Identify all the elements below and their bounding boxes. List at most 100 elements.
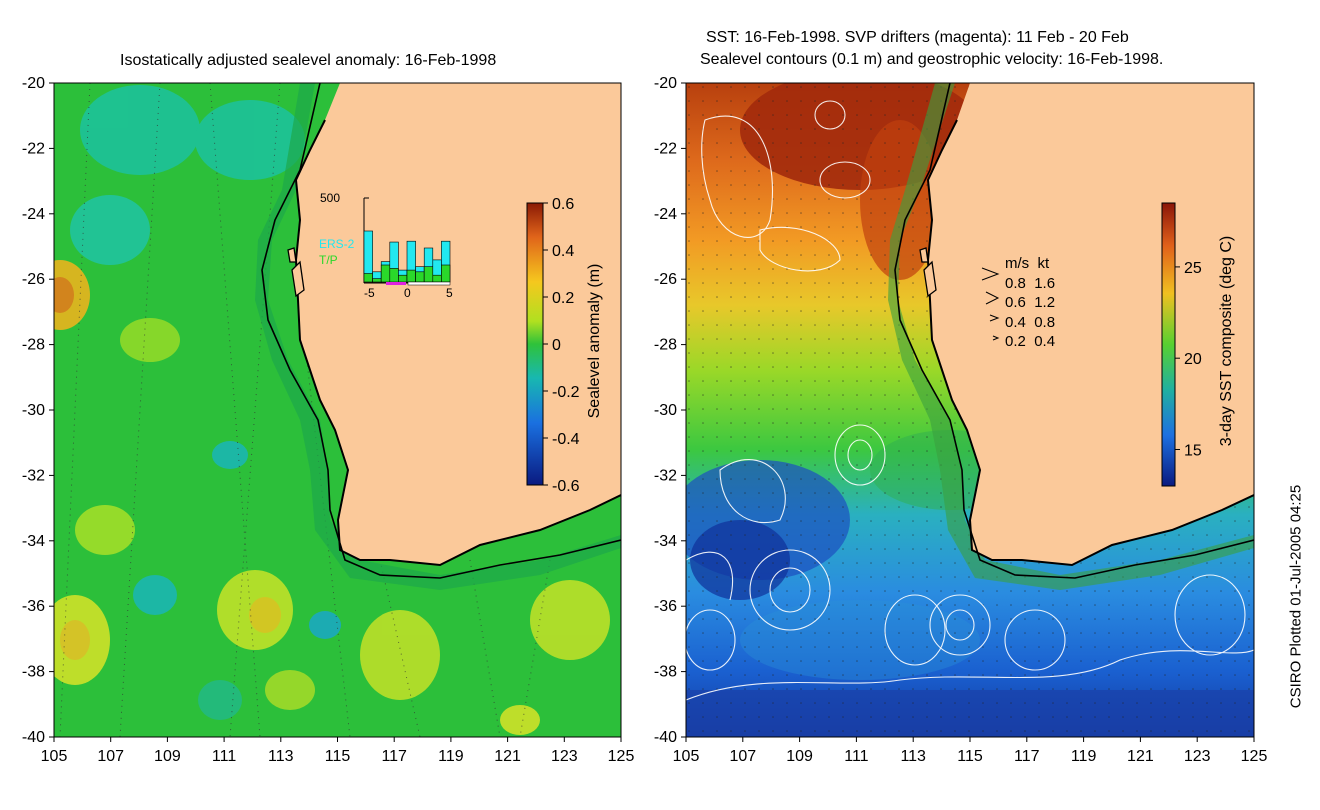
inset-histogram (363, 197, 451, 286)
left-y-tick-label: -28 (22, 337, 45, 354)
left-y-tick-label: -36 (22, 598, 45, 615)
right-panel-title-line1: SST: 16-Feb-1998. SVP drifters (magenta)… (706, 29, 1129, 46)
right-x-axis: 105 107 109 111 113 115 117 119 121 123 125 (673, 737, 1268, 765)
right-y-tick-label: -22 (654, 140, 677, 157)
arrow-0.4-icon (989, 314, 1000, 322)
left-y-tick-label: -30 (22, 402, 45, 419)
inset-bar-tp (398, 274, 408, 283)
left-y-tick-label: -38 (22, 664, 45, 681)
velocity-row: 0.2 0.4 (1005, 332, 1055, 352)
sla-colorbar-tick-label: 0.6 (552, 196, 574, 213)
inset-future-window (407, 281, 451, 286)
sla-colorbar-ticks: 0.6 0.4 0.2 0 -0.2 -0.4 -0.6 (543, 196, 580, 495)
velocity-row: 0.6 1.2 (1005, 293, 1055, 313)
velocity-row: 0.4 0.8 (1005, 313, 1055, 333)
sla-colorbar-tick-label: 0.4 (552, 243, 574, 260)
row-ms: 0.8 (1005, 274, 1026, 292)
right-x-tick-label: 113 (900, 748, 926, 765)
row-kt: 1.2 (1034, 294, 1056, 311)
left-x-tick-label: 121 (494, 748, 521, 765)
header-kt: kt (1037, 255, 1050, 272)
right-x-tick-label: 119 (1071, 748, 1097, 765)
left-x-tick-label: 117 (381, 748, 407, 765)
left-x-tick-label: 111 (212, 748, 236, 765)
sst-colorbar-ticks: 25 20 15 (1175, 260, 1202, 459)
left-x-tick-label: 109 (154, 748, 181, 765)
right-y-tick-label: -30 (654, 402, 677, 419)
velocity-legend: m/s kt 0.8 1.6 0.6 1.2 0.4 0.8 0.2 0.4 (1005, 254, 1055, 352)
right-x-tick-label: 111 (844, 748, 868, 765)
sla-colorbar-tick-label: 0 (552, 337, 561, 354)
left-x-tick-label: 115 (325, 748, 351, 765)
australia-land-right (928, 83, 1254, 565)
left-y-tick-label: -26 (22, 271, 45, 288)
left-x-tick-label: 119 (438, 748, 464, 765)
coastline-right (926, 119, 1254, 567)
sst-shelf-band (888, 83, 1254, 590)
row-kt: 0.8 (1034, 313, 1056, 331)
shark-bay-islands-right (919, 247, 937, 298)
right-x-tick-label: 123 (1184, 748, 1211, 765)
right-x-tick-label: 107 (729, 748, 756, 765)
right-y-tick-label: -20 (654, 75, 677, 92)
right-y-tick-label: -40 (654, 729, 677, 746)
inset-bars (363, 230, 451, 283)
row-kt: 0.4 (1034, 333, 1056, 350)
row-ms: 0.2 (1005, 333, 1026, 350)
sst-colorbar-tick-label: 15 (1184, 442, 1202, 459)
sla-colorbar-tick-label: -0.2 (552, 384, 580, 401)
right-x-tick-label: 121 (1127, 748, 1154, 765)
inset-x-tick-minus5: -5 (364, 286, 375, 300)
left-x-tick-label: 123 (551, 748, 578, 765)
left-y-tick-label: -32 (22, 467, 45, 484)
sealevel-contours (686, 100, 1254, 701)
satellite-tracks (59, 83, 551, 737)
sst-colorbar-tick-label: 20 (1184, 351, 1202, 368)
right-x-tick-label: 115 (957, 748, 983, 765)
inset-x-tick-0: 0 (404, 286, 411, 300)
right-y-tick-label: -26 (654, 271, 677, 288)
left-x-tick-label: 113 (268, 748, 294, 765)
inset-legend-tp: T/P (319, 253, 338, 267)
inset-ymax-label: 500 (320, 191, 341, 205)
right-y-tick-label: -36 (654, 598, 677, 615)
right-x-tick-label: 125 (1241, 748, 1268, 765)
row-ms: 0.4 (1005, 313, 1026, 331)
right-y-tick-label: -38 (654, 664, 677, 681)
inset-x-tick-5: 5 (446, 286, 453, 300)
shelf-band (255, 83, 621, 590)
left-y-axis: -20 -22 -24 -26 -28 -30 -32 -34 -36 -38 -40 (22, 75, 54, 746)
right-x-tick-label: 105 (673, 748, 700, 765)
sla-colorbar-tick-label: 0.2 (552, 290, 574, 307)
left-x-tick-label: 125 (608, 748, 635, 765)
right-x-tick-label: 109 (786, 748, 813, 765)
inset-bar-tp (432, 274, 442, 283)
isobath-right (894, 83, 1254, 579)
left-y-tick-label: -34 (22, 533, 45, 550)
sla-anomaly-blobs (54, 85, 610, 735)
inset-legend-ers2: ERS-2 (319, 237, 355, 251)
velocity-row: 0.8 1.6 (1005, 274, 1055, 294)
coastline (294, 119, 621, 567)
inset-bar-tp (441, 264, 451, 283)
arrow-0.2-icon (992, 335, 1000, 341)
inset-bar-tp (372, 278, 382, 283)
left-y-tick-label: -40 (22, 729, 45, 746)
row-kt: 1.6 (1034, 274, 1056, 292)
inset-bar-tp (389, 268, 399, 283)
velocity-legend-arrows (981, 267, 1000, 341)
left-x-tick-label: 107 (97, 748, 124, 765)
shark-bay-islands (287, 247, 305, 298)
sst-colorbar-tick-label: 25 (1184, 260, 1202, 277)
right-x-tick-label: 117 (1014, 748, 1040, 765)
sst-colorbar-label: 3-day SST composite (deg C) (1218, 235, 1235, 447)
left-x-axis: 105 107 109 111 113 115 117 119 121 123 125 (41, 737, 635, 765)
inset-drifter-window (386, 282, 406, 285)
right-y-tick-label: -24 (654, 206, 677, 223)
velocity-legend-header: m/s kt (1005, 254, 1055, 274)
header-ms: m/s (1005, 255, 1030, 272)
left-y-tick-label: -24 (22, 206, 45, 223)
inset-bar-tp (380, 264, 391, 283)
